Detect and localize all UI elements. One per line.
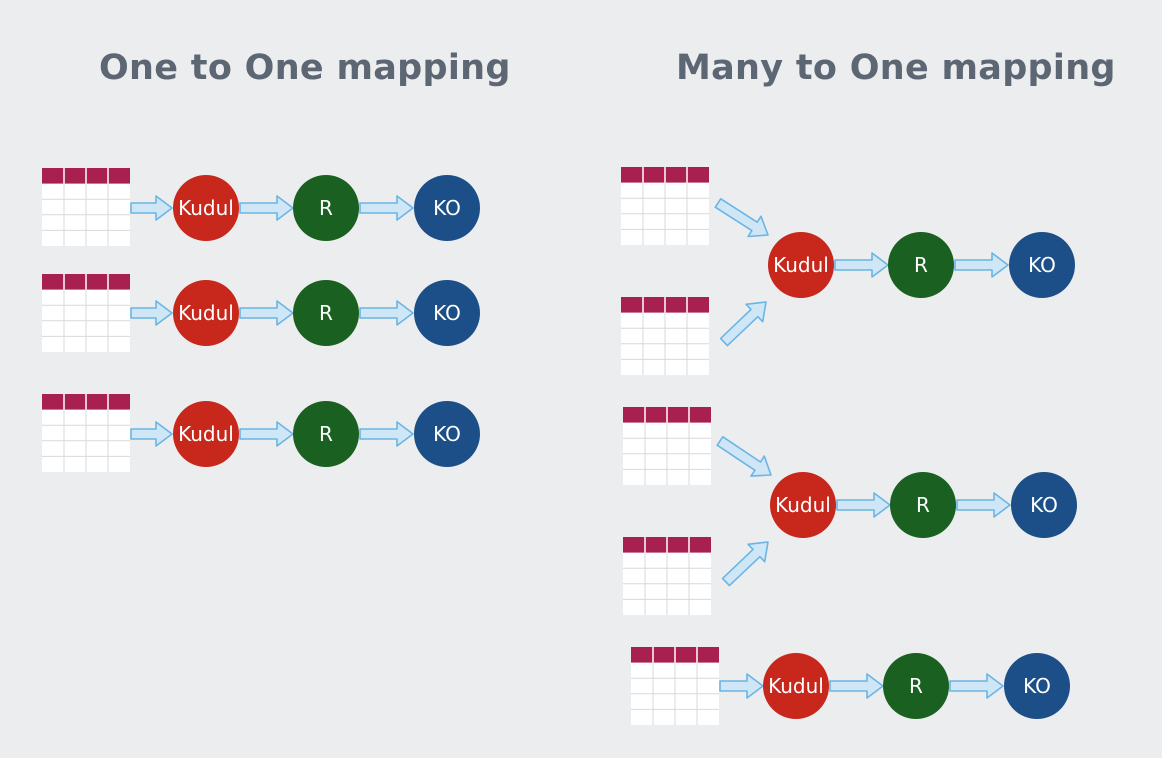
kudu-label: Kudul <box>178 301 234 325</box>
ko-label: KO <box>433 301 461 325</box>
kudu-label: Kudul <box>178 196 234 220</box>
source-table <box>631 647 719 725</box>
arrow-table-to-kudu <box>130 421 173 447</box>
ko-node: KO <box>414 280 480 346</box>
source-table <box>42 394 130 472</box>
ko-label: KO <box>1023 674 1051 698</box>
arrow-table-to-kudu <box>130 195 173 221</box>
arrow-table-to-kudu <box>721 541 769 587</box>
arrow-r-to-ko <box>956 492 1011 518</box>
ko-node: KO <box>414 175 480 241</box>
kudu-label: Kudul <box>178 422 234 446</box>
arrow-r-to-ko <box>949 673 1004 699</box>
r-node: R <box>888 232 954 298</box>
r-node: R <box>883 653 949 719</box>
source-table <box>42 274 130 352</box>
arrow-r-to-ko <box>359 195 414 221</box>
r-label: R <box>319 301 333 325</box>
kudu-label: Kudul <box>775 493 831 517</box>
kudu-label: Kudul <box>768 674 824 698</box>
r-label: R <box>916 493 930 517</box>
source-table <box>621 167 709 245</box>
arrow-kudu-to-r <box>834 252 889 278</box>
arrow-kudu-to-r <box>239 195 294 221</box>
arrow-table-to-kudu <box>719 301 767 347</box>
r-label: R <box>914 253 928 277</box>
kudu-node: Kudul <box>768 232 834 298</box>
many-to-one-title: Many to One mapping <box>676 48 1116 88</box>
arrow-table-to-kudu <box>714 198 769 238</box>
kudu-node: Kudul <box>173 280 239 346</box>
ko-node: KO <box>414 401 480 467</box>
kudu-node: Kudul <box>173 401 239 467</box>
arrow-kudu-to-r <box>239 421 294 447</box>
source-table <box>623 407 711 485</box>
ko-node: KO <box>1011 472 1077 538</box>
ko-node: KO <box>1004 653 1070 719</box>
kudu-node: Kudul <box>173 175 239 241</box>
source-table <box>42 168 130 246</box>
arrow-kudu-to-r <box>836 492 891 518</box>
arrow-r-to-ko <box>359 300 414 326</box>
kudu-node: Kudul <box>770 472 836 538</box>
arrow-kudu-to-r <box>239 300 294 326</box>
arrow-table-to-kudu <box>130 300 173 326</box>
r-node: R <box>293 175 359 241</box>
arrow-r-to-ko <box>359 421 414 447</box>
r-label: R <box>319 196 333 220</box>
source-table <box>623 537 711 615</box>
one-to-one-title: One to One mapping <box>99 48 511 88</box>
ko-label: KO <box>1028 253 1056 277</box>
arrow-table-to-kudu <box>719 673 764 699</box>
kudu-node: Kudul <box>763 653 829 719</box>
ko-node: KO <box>1009 232 1075 298</box>
arrow-kudu-to-r <box>829 673 884 699</box>
arrow-table-to-kudu <box>716 435 772 477</box>
r-label: R <box>319 422 333 446</box>
r-node: R <box>890 472 956 538</box>
ko-label: KO <box>433 422 461 446</box>
source-table <box>621 297 709 375</box>
r-label: R <box>909 674 923 698</box>
arrow-r-to-ko <box>954 252 1009 278</box>
kudu-label: Kudul <box>773 253 829 277</box>
r-node: R <box>293 401 359 467</box>
ko-label: KO <box>1030 493 1058 517</box>
r-node: R <box>293 280 359 346</box>
ko-label: KO <box>433 196 461 220</box>
